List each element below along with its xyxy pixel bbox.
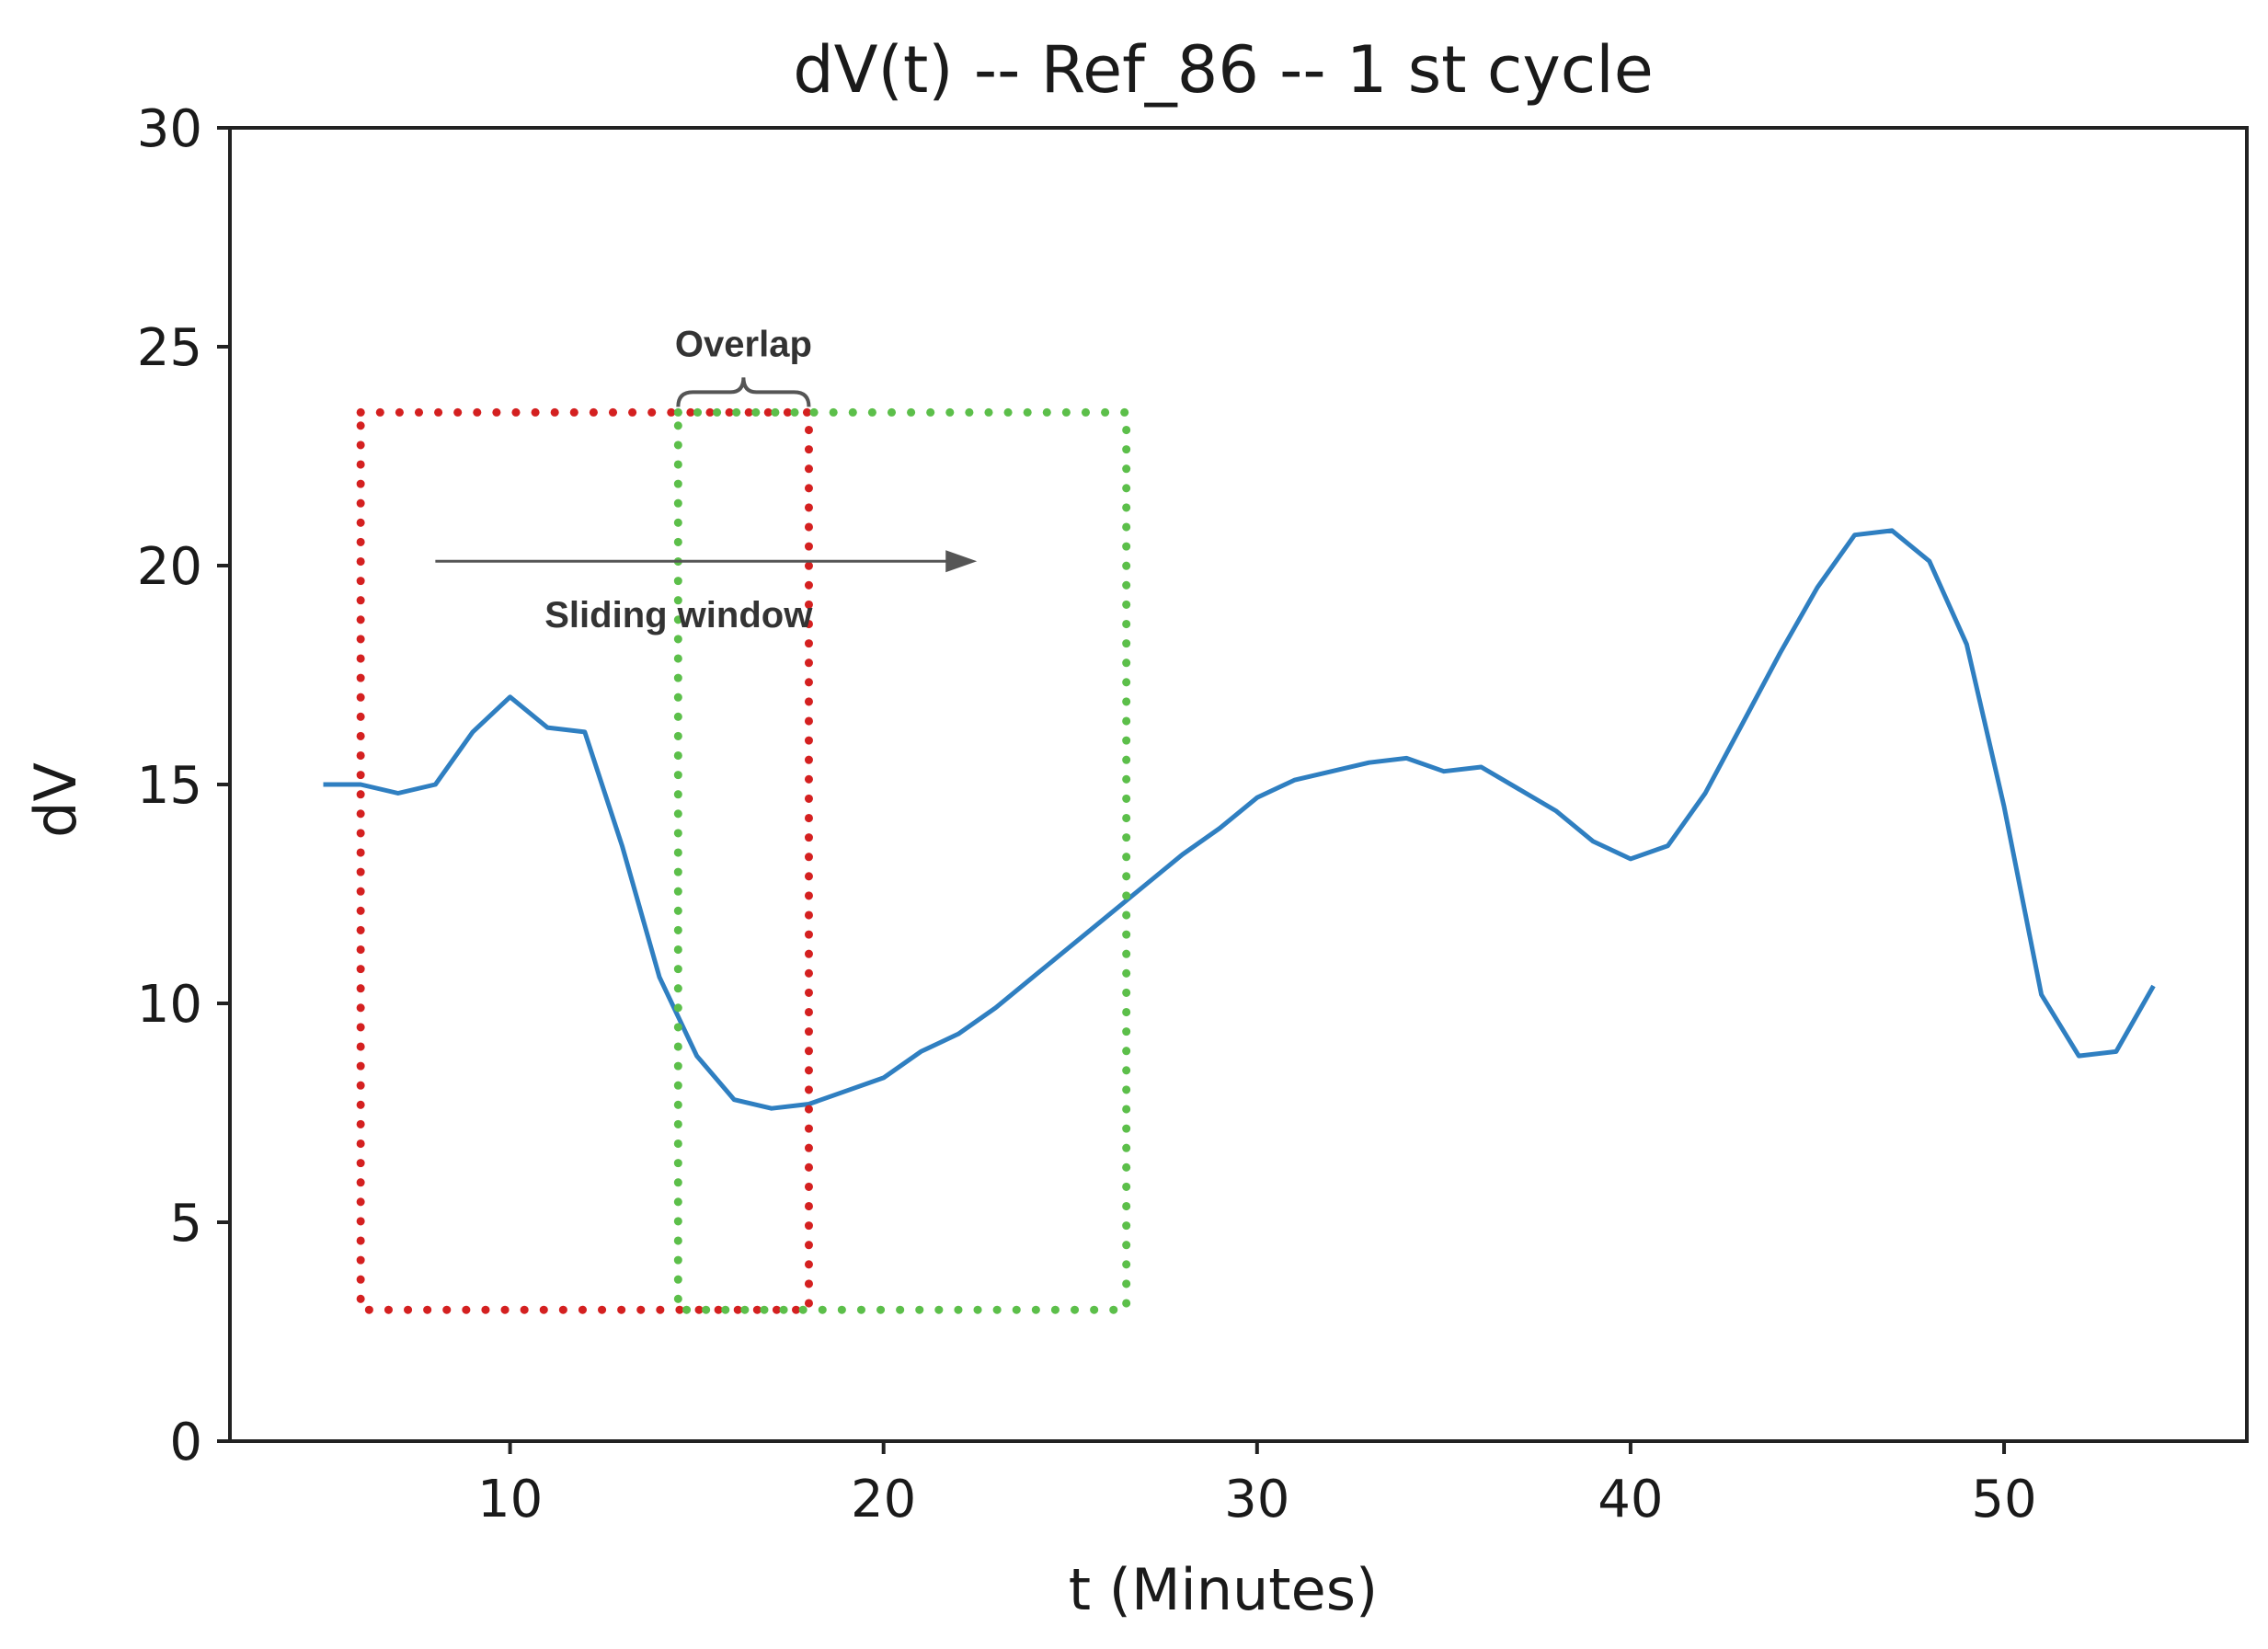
window-overlays bbox=[356, 407, 1131, 1314]
x-tick-label: 10 bbox=[477, 1470, 543, 1529]
plot-frame bbox=[228, 126, 2249, 1443]
y-tick-label: 30 bbox=[137, 99, 202, 159]
y-axis-label: dV bbox=[22, 762, 89, 838]
y-tick-label: 5 bbox=[169, 1194, 202, 1254]
sliding-arrowhead bbox=[945, 550, 978, 573]
x-tick-label: 50 bbox=[1971, 1470, 2036, 1529]
axis-ticks: 10 20 30 40 50 0 5 10 15 20 25 30 bbox=[137, 99, 2037, 1529]
x-tick-label: 30 bbox=[1224, 1470, 1289, 1529]
y-tick-label: 15 bbox=[137, 756, 202, 816]
overlap-label: Overlap bbox=[675, 324, 812, 364]
x-axis-label: t (Minutes) bbox=[1069, 1556, 1378, 1623]
overlap-brace bbox=[676, 377, 811, 407]
window-green bbox=[673, 407, 1131, 1314]
y-tick-label: 25 bbox=[137, 318, 202, 378]
x-tick-label: 20 bbox=[851, 1470, 916, 1529]
chart-title: dV(t) -- Ref_86 -- 1 st cycle bbox=[793, 32, 1654, 108]
series-group bbox=[323, 528, 2156, 1111]
y-tick-label: 10 bbox=[137, 975, 202, 1035]
sliding-window-label: Sliding window bbox=[544, 595, 813, 636]
y-tick-label: 20 bbox=[137, 537, 202, 597]
x-tick-label: 40 bbox=[1598, 1470, 1663, 1529]
window-red bbox=[356, 407, 813, 1314]
y-tick-label: 0 bbox=[169, 1413, 202, 1472]
series-line bbox=[323, 528, 2156, 1111]
